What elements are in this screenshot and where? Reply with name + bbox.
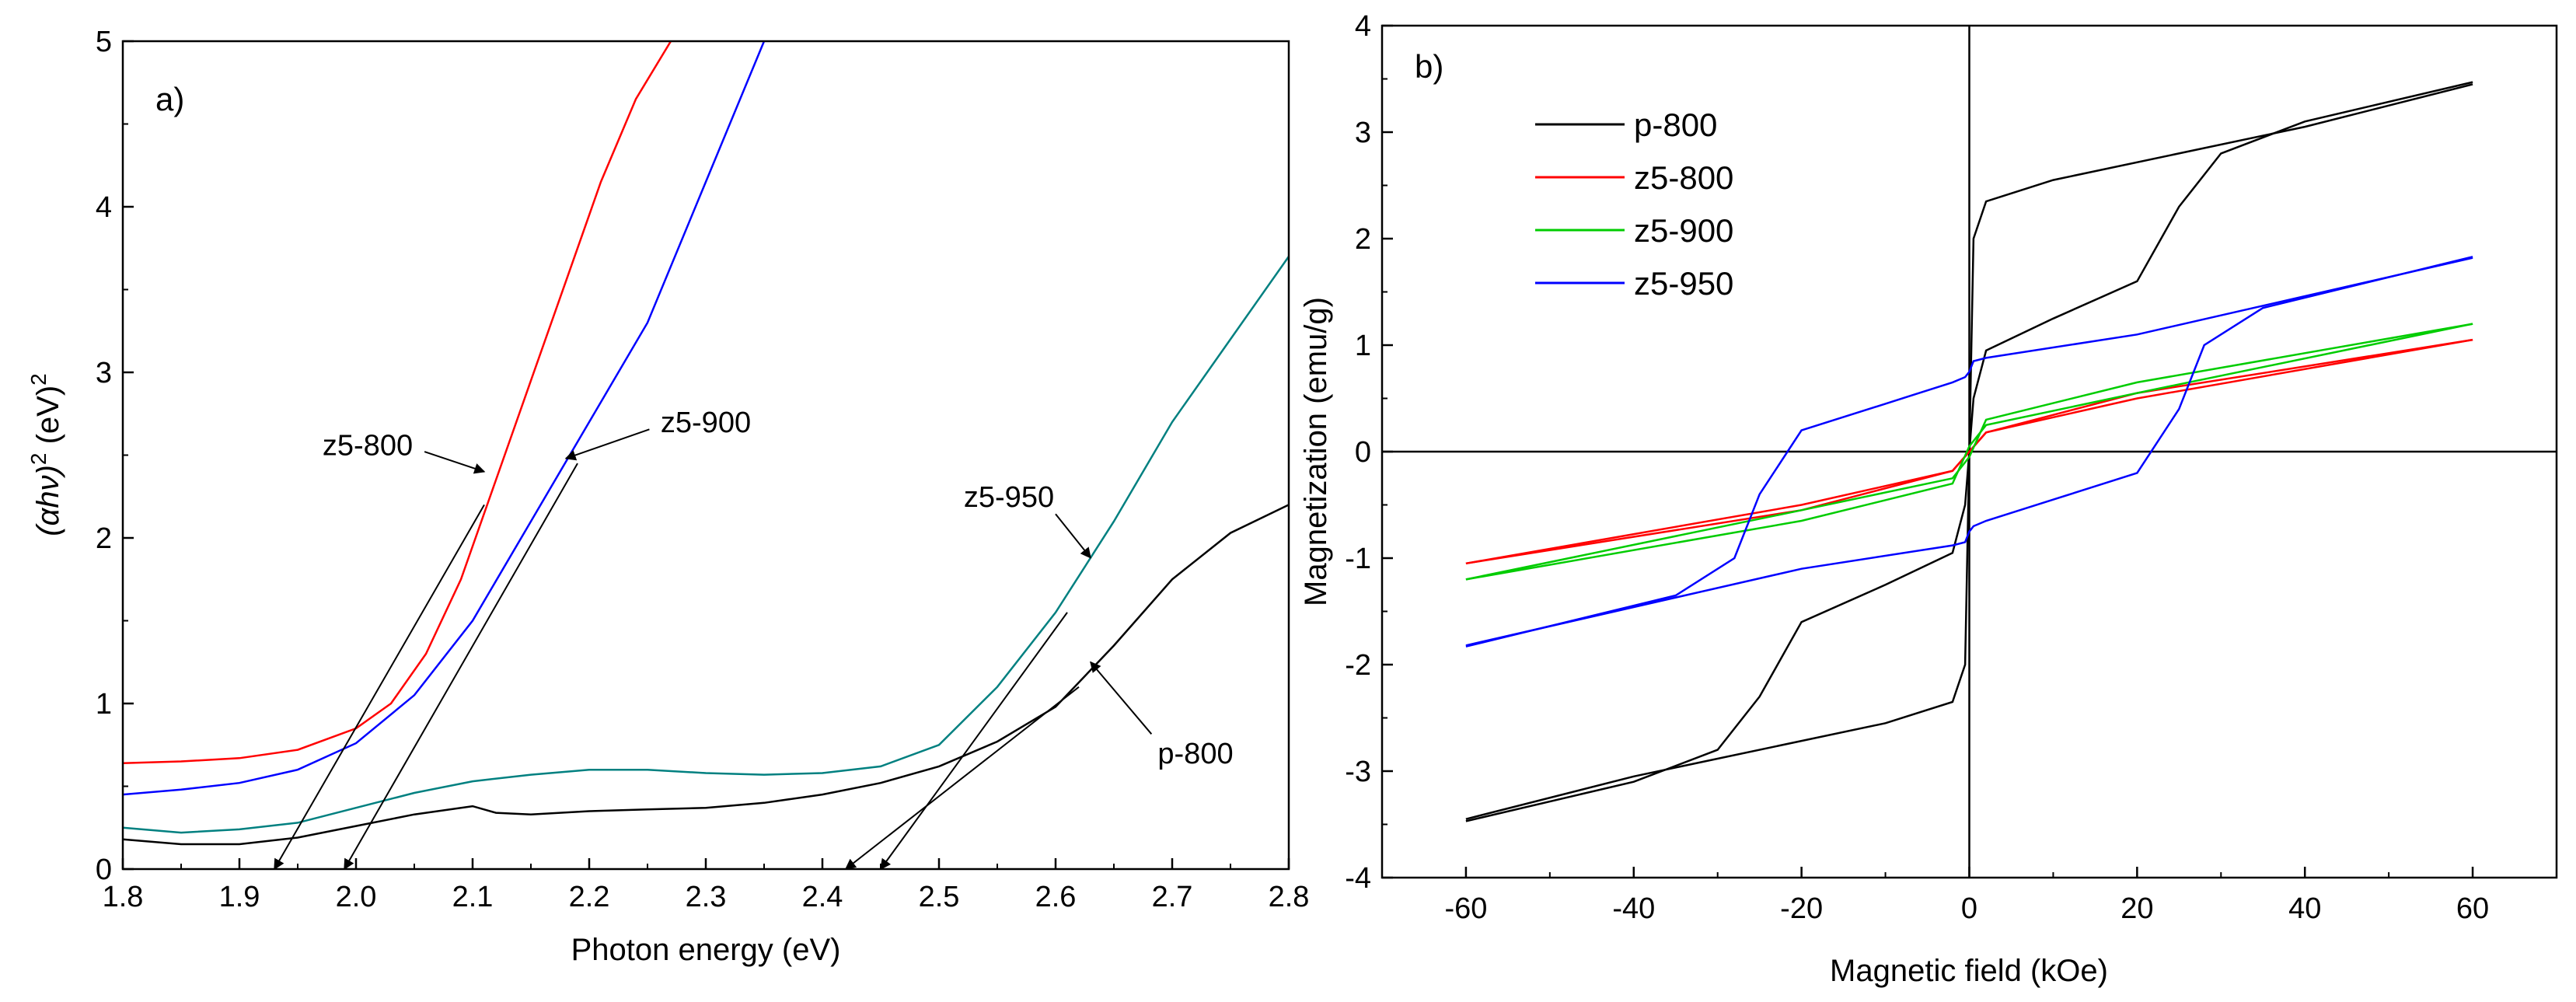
x-tick-label: 20 [2120,892,2153,925]
annotation-label-z5-900: z5-900 [661,407,751,439]
y-tick-label: -1 [1345,543,1371,575]
panel-a-label: a) [155,81,184,117]
x-tick-label: 60 [2456,892,2489,925]
x-tick-label: 2.2 [569,881,610,913]
x-tick-label: 2.8 [1269,881,1310,913]
legend-label-z5-950: z5-950 [1634,265,1733,302]
annotation-arrow-p-800 [1090,661,1153,735]
series-line-p-800 [123,504,1289,846]
y-tick-label: 3 [96,357,112,389]
series-line-p-800-branch1 [1465,81,2473,820]
tangent-line-4 [844,686,1080,869]
y-tick-label: 1 [1355,330,1371,362]
series-line-p-800-branch2 [1465,83,2473,822]
annotation-label-z5-950: z5-950 [964,481,1054,514]
x-tick-label: 0 [1961,892,1977,925]
panel-a-annotations: z5-800 z5-900 z5-950 p-800 [323,407,1234,770]
tangent-line-2 [344,463,578,869]
y-tick-label: 4 [1355,10,1371,43]
ylabel-exp2: 2 [26,373,51,386]
panel-b-label: b) [1415,48,1443,85]
panel-b-ticks: -60 -40 -20 0 20 40 60 -4 -3 -2 -1 0 1 2 3 4 [1345,10,2489,925]
annotation-arrow-z5-900 [564,428,650,461]
panel-b-legend: p-800 z5-800 z5-900 z5-950 [1535,106,1733,302]
series-line-z5-950-branch2 [1465,257,2473,648]
ylabel-exp1: 2 [26,452,51,465]
series-line-z5-900 [123,41,766,796]
series-line-z5-900-branch1 [1465,323,2473,581]
y-tick-label: 1 [96,688,112,721]
x-tick-label: 2.1 [452,881,494,913]
y-tick-label: 4 [96,191,112,224]
y-tick-label: 0 [96,854,112,886]
ylabel-base: (αhν) [31,465,65,536]
x-tick-label: -20 [1780,892,1823,925]
chart-panel-b: -60 -40 -20 0 20 40 60 -4 -3 -2 -1 0 1 2 3 4 b) Magneti… [1299,10,2558,988]
y-tick-label: 3 [1355,117,1371,149]
x-tick-label: 1.9 [219,881,260,913]
x-tick-label: -60 [1444,892,1487,925]
series-line-z5-900-branch2 [1465,323,2473,581]
x-tick-label: 1.8 [103,881,144,913]
y-tick-label: -4 [1345,862,1371,895]
y-tick-label: 2 [1355,223,1371,256]
tangent-line-3 [880,612,1068,869]
y-tick-label: 5 [96,26,112,58]
x-tick-label: 2.6 [1035,881,1077,913]
x-tick-label: 40 [2288,892,2321,925]
annotation-label-p-800: p-800 [1157,738,1233,770]
panel-b-lines [1382,26,2557,878]
x-tick-label: 2.7 [1152,881,1193,913]
ylabel-unit: (eV) [31,386,65,453]
y-tick-label: 0 [1355,436,1371,469]
panel-a-ticks: 1.8 1.9 2.0 2.1 2.2 2.3 2.4 2.5 2.6 2.7 2.8 0 1 2 3 4 5 [96,26,1310,913]
annotation-arrow-z5-800 [424,451,486,474]
panel-b-plot-frame [1380,24,2558,879]
panel-b-x-axis-title: Magnetic field (kOe) [1830,954,2108,988]
x-tick-label: 2.5 [919,881,960,913]
panel-a-plot-frame [121,40,1290,871]
y-tick-label: 2 [96,522,112,555]
panel-b-y-axis-title: Magnetization (emu/g) [1299,297,1333,606]
tangent-line-1 [274,504,485,869]
x-tick-label: 2.4 [802,881,843,913]
series-line-z5-950-branch1 [1465,256,2473,647]
panel-a-y-axis-title: (αhν)2 (eV)2 [26,373,65,536]
chart-panel-a: 1.8 1.9 2.0 2.1 2.2 2.3 2.4 2.5 2.6 2.7 2.8012345 … [26,26,1309,967]
annotation-arrow-z5-950 [1055,513,1091,559]
panel-a-lines [123,41,1289,869]
y-tick-label: -3 [1345,756,1371,788]
x-tick-label: -40 [1612,892,1655,925]
legend-label-z5-900: z5-900 [1634,212,1733,249]
panel-a-x-axis-title: Photon energy (eV) [571,933,841,967]
legend-label-p-800: p-800 [1634,106,1717,143]
x-tick-label: 2.0 [336,881,377,913]
legend-label-z5-800: z5-800 [1634,159,1733,196]
x-tick-label: 2.3 [686,881,727,913]
series-line-z5-800 [123,41,672,764]
annotation-label-z5-800: z5-800 [323,430,413,463]
y-tick-label: -2 [1345,649,1371,682]
series-line-z5-950 [123,256,1289,834]
